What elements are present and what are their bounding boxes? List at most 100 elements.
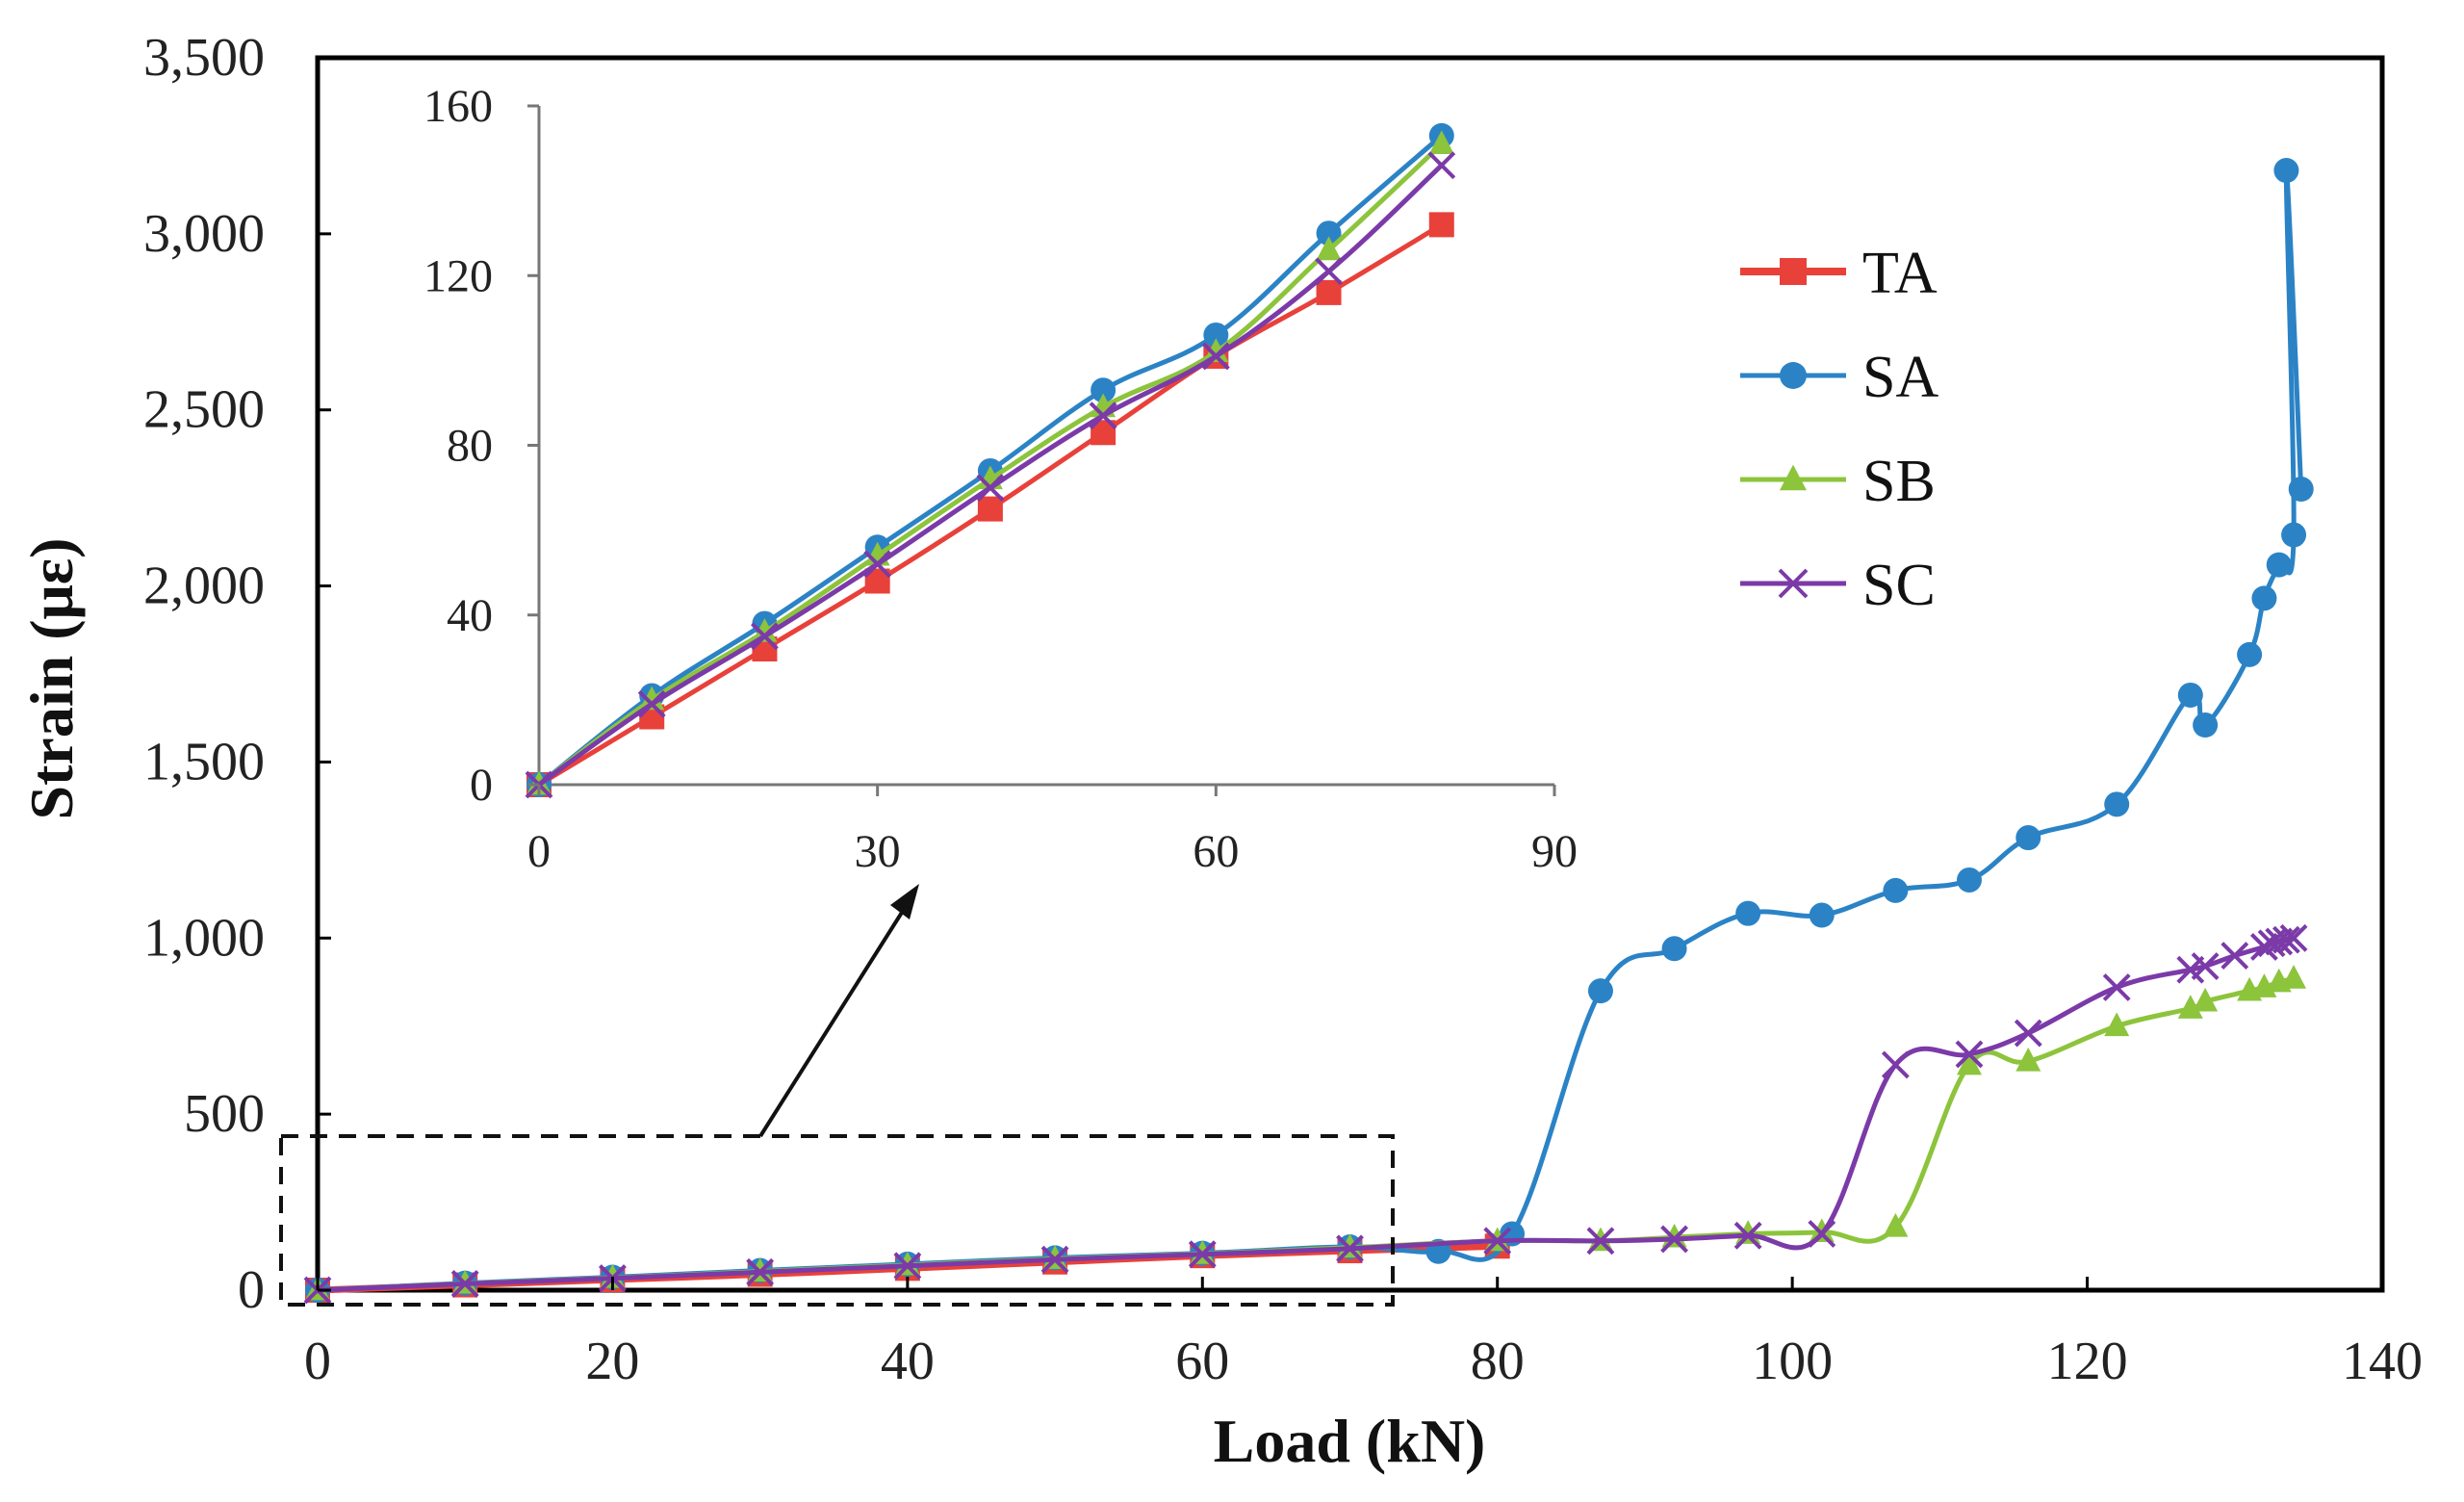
x-tick-label: 60	[1175, 1332, 1229, 1391]
data-point-sc-stroke	[2272, 925, 2300, 954]
data-point-sc	[893, 1252, 922, 1281]
data-point-sc-stroke	[1483, 1227, 1512, 1256]
data-point-sc	[1955, 1040, 1984, 1069]
zoom-arrow-head	[890, 884, 919, 919]
x-tick-label: 40	[881, 1332, 935, 1391]
data-point-sa	[2273, 158, 2299, 184]
data-point-sa	[2177, 682, 2203, 708]
data-point-sc-stroke	[2014, 1019, 2042, 1048]
data-point-sc	[2279, 923, 2308, 952]
data-point-sc-stroke	[1808, 1220, 1836, 1248]
data-point-sa	[2288, 477, 2314, 502]
data-point-sc-stroke	[746, 1257, 775, 1286]
x-tick-label: 140	[2342, 1332, 2423, 1391]
data-point-sc	[2250, 933, 2278, 961]
y-tick-label: 3,000	[143, 204, 265, 264]
x-tick-label: 80	[1471, 1332, 1525, 1391]
data-point-sc	[863, 550, 892, 579]
y-tick-label: 500	[184, 1084, 265, 1144]
data-point-sc-stroke	[1660, 1225, 1688, 1254]
data-point-sc-stroke	[1336, 1234, 1364, 1263]
data-point-sc-stroke	[863, 550, 892, 579]
data-point-sc	[1483, 1227, 1512, 1256]
data-point-sc-stroke	[1955, 1040, 1984, 1069]
data-point-sc-stroke	[2191, 952, 2220, 980]
y-tick-label: 3,500	[143, 28, 265, 88]
x-tick-label: 0	[304, 1332, 331, 1391]
data-point-sc-stroke	[893, 1252, 922, 1281]
series-line-sc	[317, 935, 2295, 1293]
data-point-sc-stroke	[1201, 342, 1230, 371]
inset-y-tick-label: 0	[470, 760, 493, 811]
data-point-sa	[2266, 552, 2292, 578]
x-tick-label: 100	[1752, 1332, 1833, 1391]
data-point-sc-stroke	[1733, 1221, 1762, 1250]
data-point-sc	[1808, 1220, 1836, 1248]
data-point-sa	[2193, 712, 2219, 738]
data-point-sc-stroke	[1089, 401, 1117, 430]
inset-x-tick-label: 30	[855, 826, 901, 877]
zoom-region-box	[279, 1134, 1395, 1307]
data-point-sc	[2272, 925, 2300, 954]
data-point-sb	[1883, 1212, 1909, 1237]
data-point-sc-stroke	[976, 474, 1005, 502]
data-point-sb	[1957, 1050, 1982, 1075]
data-point-sc	[2220, 942, 2249, 970]
data-point-sb	[1780, 464, 1807, 491]
data-point-sc	[1427, 151, 1456, 180]
data-point-sc-stroke	[2220, 942, 2249, 970]
data-point-sa	[1316, 220, 1342, 246]
data-point-sc	[1040, 1245, 1069, 1274]
inset-x-tick-label: 0	[527, 826, 551, 877]
data-point-sa	[2015, 825, 2041, 851]
data-point-sa	[1203, 322, 1229, 348]
y-tick-label: 2,500	[143, 380, 265, 440]
data-point-sa	[1735, 900, 1761, 926]
data-point-sb	[2015, 1047, 2041, 1072]
data-point-sc	[637, 689, 666, 718]
y-tick-label: 0	[238, 1260, 265, 1320]
x-tick-label: 120	[2047, 1332, 2128, 1391]
y-tick-label: 1,000	[143, 908, 265, 968]
data-point-sc	[1201, 342, 1230, 371]
inset-y-tick-label: 80	[447, 421, 493, 472]
data-point-sa	[1957, 867, 1982, 893]
data-point-sc	[1315, 257, 1343, 286]
data-point-sa	[1883, 877, 1909, 903]
data-point-sc	[1778, 568, 1809, 599]
data-point-sb	[1203, 338, 1229, 362]
data-point-sc	[1089, 401, 1117, 430]
data-point-sc-stroke	[1315, 257, 1343, 286]
data-point-sb	[2281, 965, 2307, 989]
legend-label-sa: SA	[1862, 345, 1938, 410]
data-point-sc-stroke	[1188, 1240, 1217, 1269]
data-point-sc-stroke	[450, 1270, 479, 1298]
data-point-sb	[1337, 1233, 1363, 1258]
inset-y-tick-label: 120	[424, 250, 493, 301]
data-point-sb	[2177, 995, 2203, 1019]
plot-area	[315, 55, 2385, 1293]
inset-x-tick-label: 90	[1531, 826, 1578, 877]
data-point-ta	[1780, 258, 1807, 285]
legend-label-ta: TA	[1862, 241, 1938, 306]
data-point-sc	[1660, 1225, 1688, 1254]
data-point-sc-stroke	[1586, 1227, 1615, 1256]
data-point-sb	[2193, 987, 2219, 1012]
zoom-arrow-line	[758, 898, 911, 1138]
data-point-sa	[1587, 978, 1613, 1004]
data-point-ta	[1428, 212, 1454, 238]
data-point-sc-stroke	[2102, 973, 2131, 1001]
data-point-sc-stroke	[1040, 1245, 1069, 1274]
data-point-sc-stroke	[1427, 151, 1456, 180]
data-point-sc-stroke	[1778, 568, 1809, 599]
data-point-sc	[1336, 1234, 1364, 1263]
data-point-sb	[2104, 1012, 2130, 1037]
y-axis-title: Strain (με)	[17, 538, 86, 820]
data-point-sa	[1091, 377, 1116, 403]
data-point-sc	[2102, 973, 2131, 1001]
data-point-sc	[1586, 1227, 1615, 1256]
y-tick-label: 2,000	[143, 557, 265, 616]
data-point-sc	[976, 474, 1005, 502]
data-point-sa	[2104, 791, 2130, 817]
